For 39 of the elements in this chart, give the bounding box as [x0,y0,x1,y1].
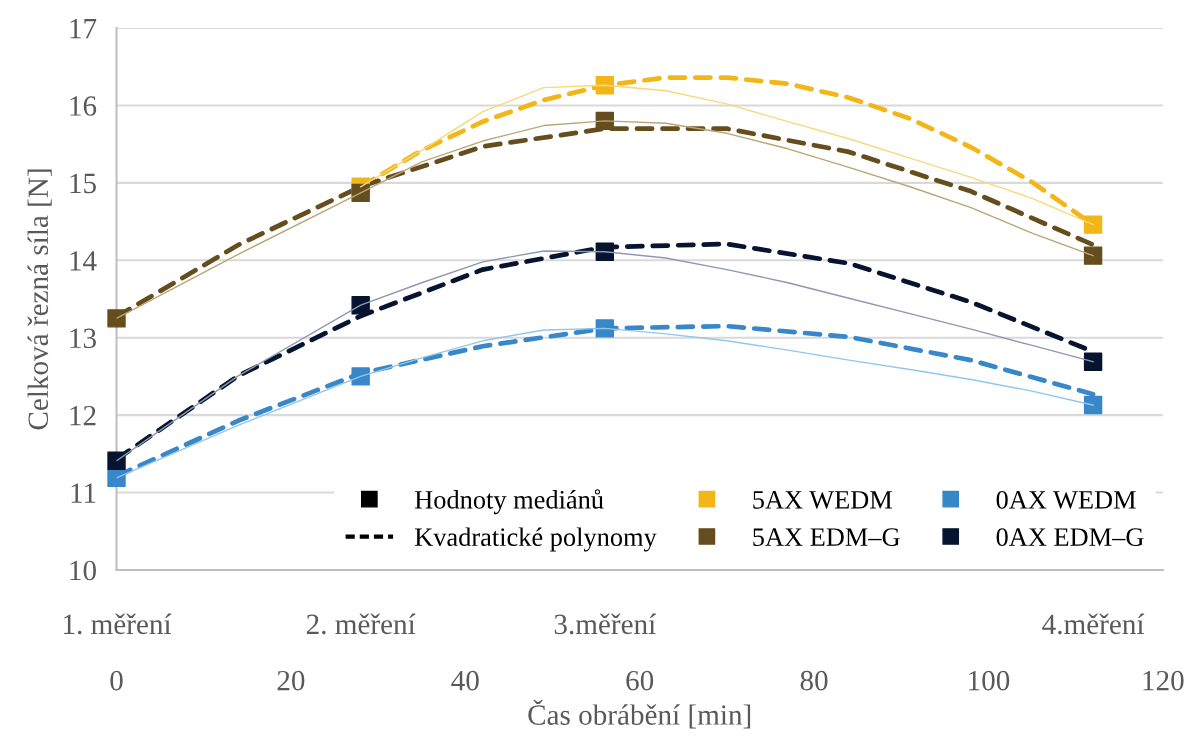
point [1083,352,1103,371]
text: 1. měření [64,613,172,635]
y-tick-label: 15 [70,173,96,194]
legend-label: Kvadratické polynomy [414,527,657,552]
point [1083,215,1103,234]
y-tick-label: 17 [70,18,97,39]
legend-label: 0AX WEDM [996,490,1136,509]
y-tick-label: 14 [70,251,97,271]
text: 4.měření [1042,613,1145,635]
point [351,295,370,315]
point [107,309,126,328]
point [1083,246,1103,265]
y-axis-title: Celková řezná síla [N] [27,169,52,430]
legend-label: 5AX EDM–G [753,528,900,546]
x-tick-label: 0 [110,670,123,691]
point [351,367,370,386]
point [595,319,615,338]
x-tick-label: 20 [277,670,305,691]
point [595,242,615,261]
legend-label: 0AX EDM–G [996,528,1144,546]
point [1083,395,1103,415]
text: 2. měření [306,613,416,635]
text: 3.měření [554,613,656,635]
y-tick-label: 16 [70,96,97,116]
point [595,76,615,95]
x-tick-label: 40 [451,670,479,691]
x-tick-label: 60 [626,670,654,691]
legend-label: 5AX WEDM [753,491,892,509]
legend-label: Hodnoty mediánů [414,489,604,515]
y-tick-label: 10 [70,560,96,581]
y-tick-label: 11 [71,483,96,503]
x-axis-title: Čas obrábění [min] [528,699,751,729]
x-tick-label: 80 [800,670,828,691]
x-tick-label: 120 [1143,670,1184,691]
point [107,451,126,470]
point [107,468,126,488]
x-tick-label: 100 [969,670,1010,691]
y-tick-label: 12 [70,405,96,426]
y-tick-label: 13 [70,328,96,349]
